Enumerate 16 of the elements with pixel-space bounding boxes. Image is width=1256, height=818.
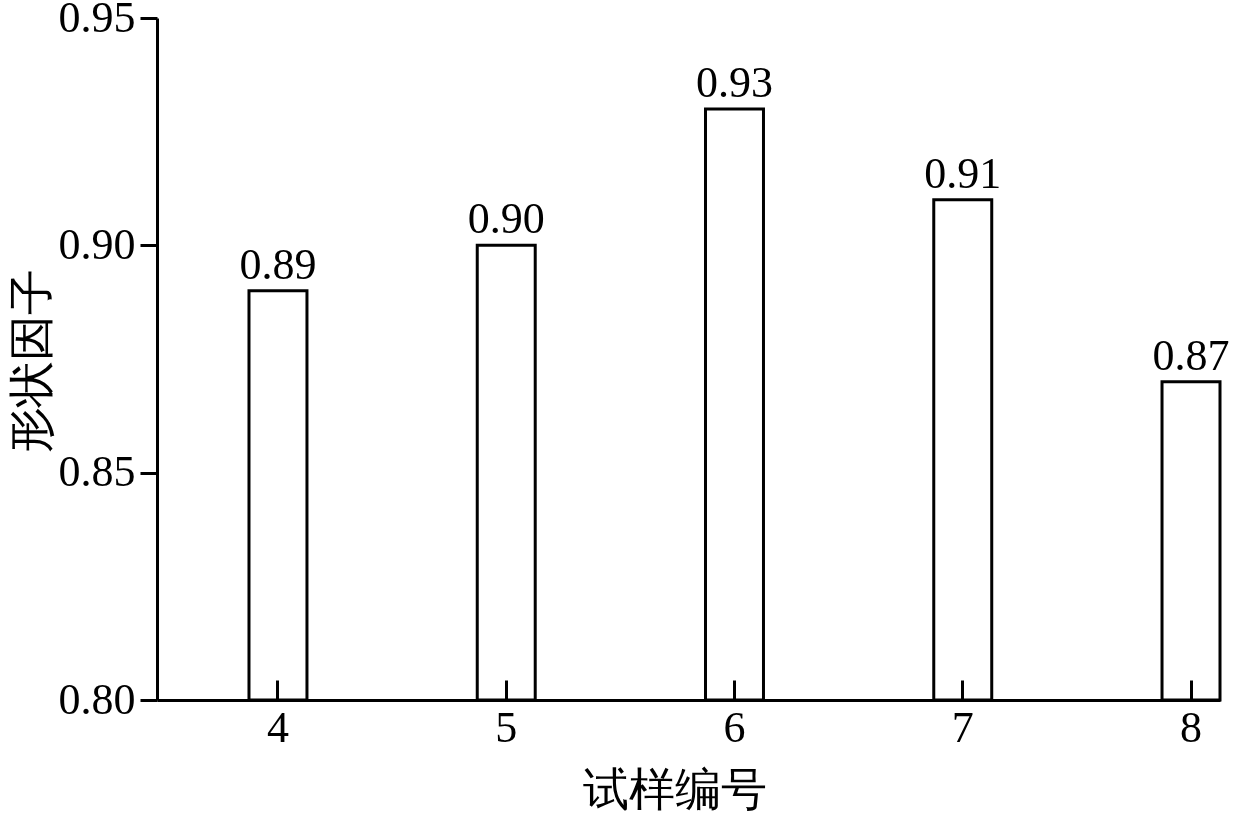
data-label: 0.89 [239, 239, 317, 289]
y-tick-label: 0.85 [58, 447, 136, 497]
x-tick-label: 8 [1180, 702, 1203, 752]
y-tick-label: 0.95 [58, 0, 136, 42]
x-tick-label: 4 [266, 702, 289, 752]
data-label: 0.90 [467, 194, 545, 244]
y-axis-title: 形状因子 [5, 268, 57, 453]
x-tick-label: 5 [495, 702, 518, 752]
x-tick-label: 6 [723, 702, 746, 752]
y-tick-label: 0.80 [58, 674, 136, 724]
data-label: 0.93 [695, 57, 773, 107]
data-label: 0.87 [1152, 330, 1230, 380]
y-tick-label: 0.90 [58, 219, 136, 269]
data-label: 0.91 [924, 148, 1002, 198]
x-axis-title: 试样编号 [582, 763, 767, 815]
x-tick-label: 7 [951, 702, 974, 752]
